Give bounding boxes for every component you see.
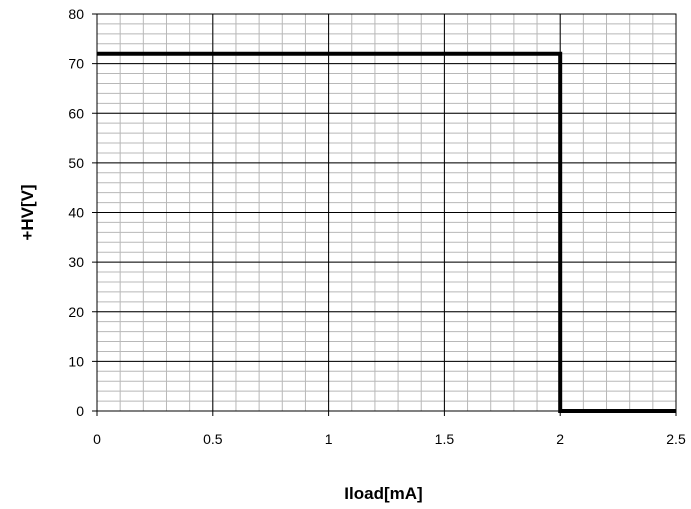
x-axis-title: Iload[mA] <box>344 484 422 503</box>
y-tick-label: 70 <box>68 56 84 72</box>
x-tick-labels: 0 0.5 1 1.5 2 2.5 <box>93 411 686 447</box>
y-tick-label: 60 <box>68 105 84 121</box>
x-tick-label: 0 <box>93 431 101 447</box>
y-tick-label: 50 <box>68 155 84 171</box>
y-tick-label: 20 <box>68 304 84 320</box>
y-tick-label: 30 <box>68 254 84 270</box>
x-tick-label: 1 <box>325 431 333 447</box>
x-tick-label: 2 <box>556 431 564 447</box>
y-tick-label: 80 <box>68 6 84 22</box>
series-layer <box>97 51 676 413</box>
series-line <box>97 51 676 413</box>
y-tick-label: 0 <box>76 403 84 419</box>
y-tick-label: 40 <box>68 205 84 221</box>
major-grid <box>97 14 676 411</box>
x-tick-label: 0.5 <box>203 431 223 447</box>
y-axis-title: +HV[V] <box>18 184 37 240</box>
y-tick-labels: 0 10 20 30 40 50 60 70 80 <box>68 6 97 419</box>
x-tick-label: 1.5 <box>435 431 455 447</box>
y-tick-label: 10 <box>68 353 84 369</box>
x-tick-label: 2.5 <box>666 431 686 447</box>
